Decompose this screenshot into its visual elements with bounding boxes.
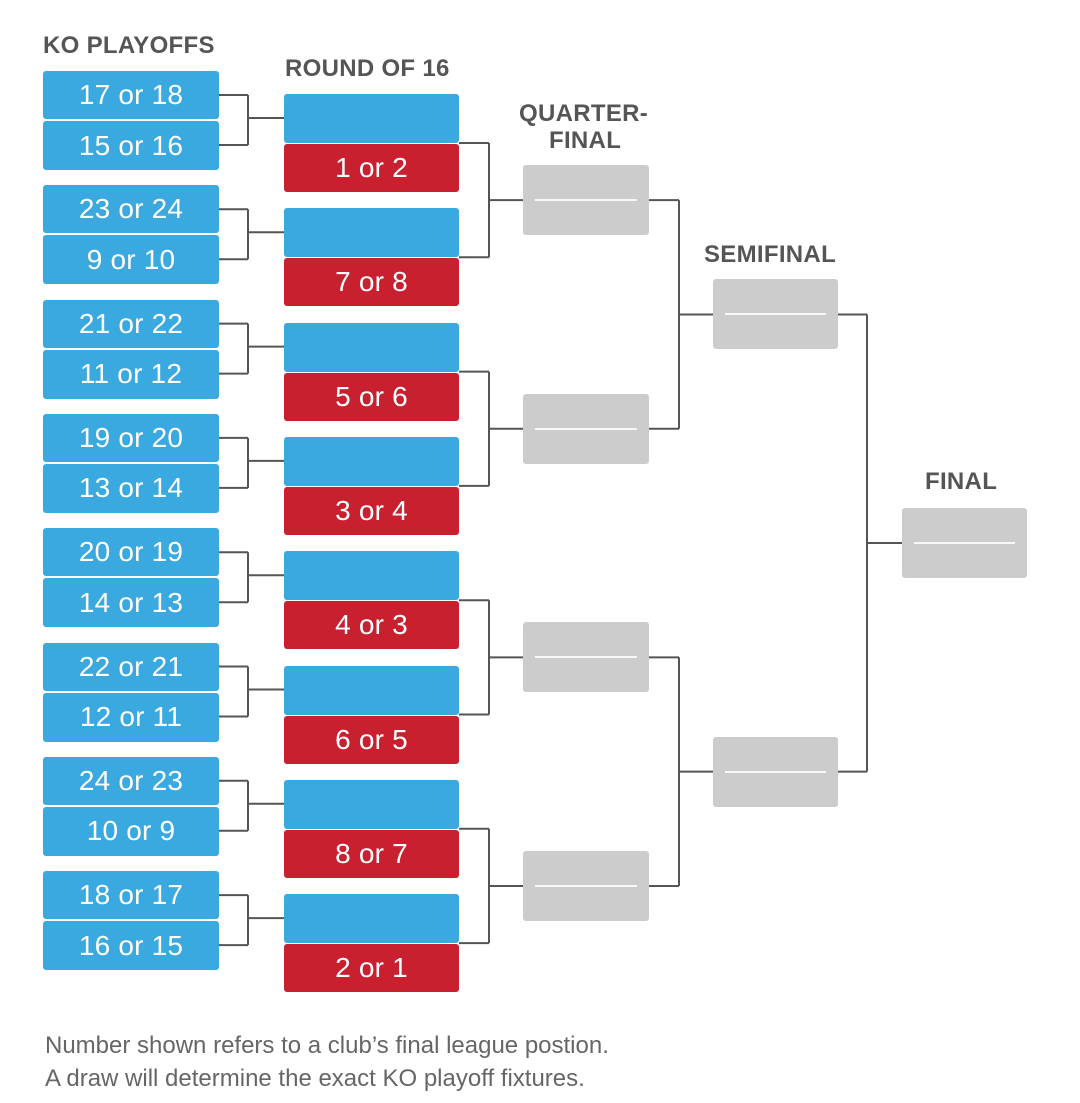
round-of-16-slot — [284, 436, 459, 486]
round-of-16-slot — [284, 894, 459, 944]
ko-playoff-box-label: 21 or 22 — [78, 307, 184, 339]
round-of-16-seed-box: 5 or 6 — [284, 372, 459, 421]
round-of-16-seed-box: 8 or 7 — [284, 829, 459, 878]
footnote-line-2: A draw will determine the exact KO playo… — [45, 1065, 585, 1092]
quarterfinal-slot — [523, 850, 649, 921]
ko-playoff-box: 10 or 9 — [43, 806, 219, 856]
ko-playoff-box-label: 20 or 19 — [78, 536, 184, 568]
round-of-16-seed-box-label: 3 or 4 — [335, 494, 408, 526]
ko-playoff-box: 15 or 16 — [43, 121, 219, 170]
round-of-16-seed-box-label: 6 or 5 — [335, 723, 408, 755]
quarterfinal-slot — [523, 165, 649, 236]
ko-playoff-box-label: 15 or 16 — [78, 129, 184, 161]
semifinal-slot — [713, 736, 838, 807]
ko-playoff-box: 23 or 24 — [43, 185, 219, 234]
final-header: FINAL — [925, 468, 998, 495]
semifinal-header: SEMIFINAL — [704, 241, 837, 268]
ko-playoff-box-label: 10 or 9 — [86, 815, 176, 847]
final-slot-blank-line — [914, 542, 1015, 545]
ko-playoff-box-label: 12 or 11 — [79, 701, 183, 732]
ko-playoffs-header: KO PLAYOFFS — [43, 32, 215, 59]
ko-playoff-box-label: 16 or 15 — [78, 929, 184, 961]
ko-playoff-box: 9 or 10 — [43, 235, 219, 285]
quarterfinal-slot — [523, 393, 649, 464]
round-of-16-seed-box: 4 or 3 — [284, 601, 459, 650]
quarter-final-header-line2: FINAL — [549, 127, 622, 154]
round-of-16-seed-box-label: 1 or 2 — [335, 152, 408, 183]
ko-playoff-box: 22 or 21 — [43, 642, 219, 691]
ko-playoff-box: 11 or 12 — [43, 349, 219, 399]
round-of-16-slot — [284, 551, 459, 601]
round-of-16-slot — [284, 94, 459, 143]
ko-playoff-box: 20 or 19 — [43, 528, 219, 577]
ko-playoff-box-label: 24 or 23 — [78, 764, 184, 796]
ko-playoff-box-label: 22 or 21 — [78, 650, 184, 682]
footnote-line-1: Number shown refers to a club’s final le… — [45, 1032, 609, 1059]
ko-playoff-box-label: 18 or 17 — [78, 879, 184, 911]
ko-playoff-box: 12 or 11 — [43, 692, 219, 742]
round-of-16-slot — [284, 208, 459, 258]
ko-playoff-box: 24 or 23 — [43, 756, 219, 805]
ko-playoff-box: 13 or 14 — [43, 463, 219, 513]
quarterfinal-slot-blank-line — [535, 427, 637, 430]
ko-playoff-box-label: 19 or 20 — [78, 421, 184, 453]
ko-playoff-box-label: 14 or 13 — [78, 586, 184, 618]
quarterfinal-slot-blank-line — [535, 199, 637, 202]
quarterfinal-slot-blank-line — [535, 884, 637, 887]
round-of-16-seed-box: 3 or 4 — [284, 486, 459, 535]
round-of-16-seed-box: 6 or 5 — [284, 715, 459, 764]
round-of-16-slot — [284, 779, 459, 829]
final-slot — [902, 508, 1027, 579]
round-of-16-seed-box: 7 or 8 — [284, 258, 459, 307]
round-of-16-seed-box-label: 8 or 7 — [335, 837, 408, 869]
ko-playoff-box: 16 or 15 — [43, 921, 219, 971]
quarter-final-header-line1: QUARTER- — [519, 100, 649, 127]
ko-playoff-box: 17 or 18 — [43, 71, 219, 119]
semifinal-slot-blank-line — [725, 770, 826, 773]
round-of-16-seed-box-label: 5 or 6 — [335, 380, 408, 412]
round-of-16-slot — [284, 322, 459, 372]
round-of-16-seed-box-label: 7 or 8 — [335, 266, 408, 298]
ko-playoff-box-label: 13 or 14 — [78, 472, 184, 504]
ko-playoff-box-label: 11 or 12 — [79, 358, 183, 390]
round-of-16-seed-box: 2 or 1 — [284, 944, 459, 993]
ko-playoff-box: 14 or 13 — [43, 578, 219, 628]
round-of-16-seed-box: 1 or 2 — [284, 144, 459, 192]
quarterfinal-slot — [523, 622, 649, 693]
ko-playoff-box: 21 or 22 — [43, 299, 219, 348]
ko-playoff-box-label: 17 or 18 — [78, 79, 184, 110]
ko-playoff-box: 18 or 17 — [43, 871, 219, 920]
round-of-16-header: ROUND OF 16 — [285, 55, 450, 82]
round-of-16-slot — [284, 665, 459, 715]
round-of-16-seed-box-label: 2 or 1 — [335, 952, 408, 984]
semifinal-slot — [713, 279, 838, 350]
quarterfinal-slot-blank-line — [535, 656, 637, 659]
ko-playoff-box-label: 9 or 10 — [86, 243, 176, 275]
semifinal-slot-blank-line — [725, 313, 826, 316]
ko-playoff-box-label: 23 or 24 — [78, 193, 184, 225]
ko-playoff-box: 19 or 20 — [43, 413, 219, 462]
round-of-16-seed-box-label: 4 or 3 — [335, 609, 408, 641]
